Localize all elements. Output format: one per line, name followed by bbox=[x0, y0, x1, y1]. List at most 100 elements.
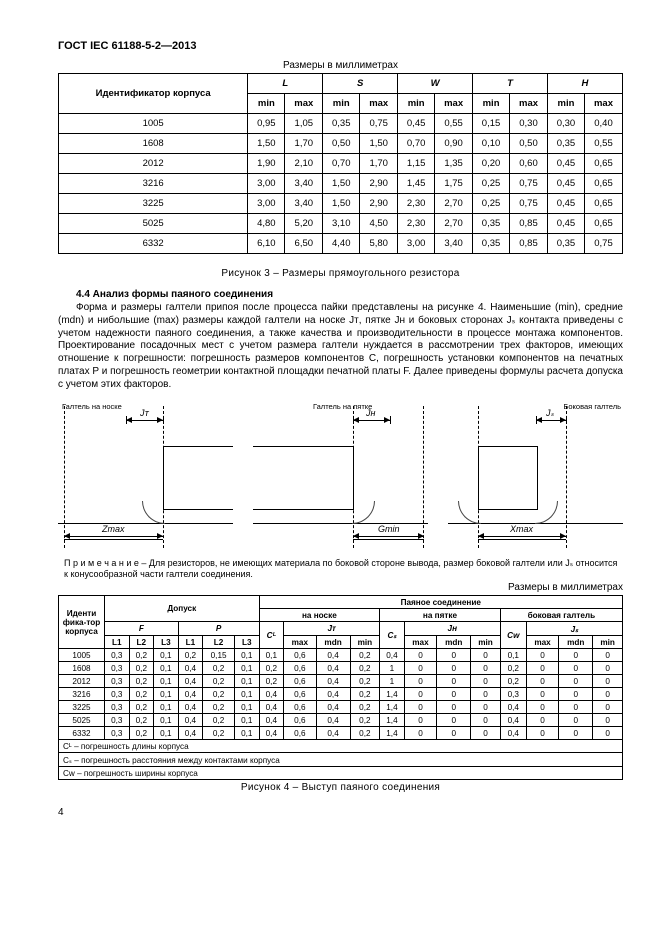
cell-value: 2,30 bbox=[398, 194, 435, 214]
cell-value: 0 bbox=[559, 675, 593, 688]
cell-value: 4,40 bbox=[323, 234, 360, 254]
figure3-caption: Рисунок 3 – Размеры прямоугольного резис… bbox=[58, 268, 623, 279]
cell-value: 0,4 bbox=[178, 662, 203, 675]
th-JS: Jₛ bbox=[526, 622, 622, 636]
label-heel: Галтель на пятке bbox=[313, 402, 372, 411]
cell-value: 0 bbox=[437, 675, 471, 688]
table-row: 16081,501,700,501,500,700,900,100,500,35… bbox=[59, 134, 623, 154]
cell-value: 0,6 bbox=[284, 701, 317, 714]
cell-value: 0,45 bbox=[547, 194, 584, 214]
cell-value: 0,2 bbox=[350, 714, 380, 727]
section-4-4-body: Форма и размеры галтели припоя после про… bbox=[58, 302, 623, 392]
cell-value: 0,2 bbox=[203, 662, 235, 675]
th-min: min bbox=[350, 636, 380, 649]
cell-value: 0,35 bbox=[547, 234, 584, 254]
label-toe: Галтель на носке bbox=[62, 402, 122, 411]
th-min: min bbox=[593, 636, 623, 649]
cell-value: 0 bbox=[526, 662, 559, 675]
th-id: Идентификатор корпуса bbox=[59, 74, 248, 114]
cell-value: 0,4 bbox=[259, 714, 284, 727]
cell-value: 1,4 bbox=[380, 727, 405, 740]
cell-value: 0,3 bbox=[105, 675, 130, 688]
cell-value: 0,1 bbox=[234, 662, 259, 675]
cell-value: 0,15 bbox=[473, 114, 510, 134]
cell-value: 0,35 bbox=[473, 234, 510, 254]
cell-value: 0 bbox=[559, 662, 593, 675]
th-CW: Cᴡ bbox=[500, 622, 526, 649]
cell-value: 3,00 bbox=[248, 174, 285, 194]
cell-value: 0 bbox=[437, 649, 471, 662]
cell-value: 4,50 bbox=[360, 214, 398, 234]
cell-value: 0 bbox=[471, 714, 501, 727]
cell-value: 0 bbox=[593, 727, 623, 740]
cell-value: 0,1 bbox=[154, 675, 179, 688]
cell-value: 0 bbox=[404, 727, 437, 740]
cell-value: 0,1 bbox=[500, 649, 526, 662]
cell-value: 0,50 bbox=[510, 134, 548, 154]
diagram-side: Боковая галтель Jₛ Xmax bbox=[448, 402, 623, 552]
cell-value: 0,1 bbox=[259, 649, 284, 662]
cell-value: 0,1 bbox=[154, 649, 179, 662]
table-row: 63326,106,504,405,803,003,400,350,850,35… bbox=[59, 234, 623, 254]
table-row: 20120,30,20,10,40,20,10,20,60,40,210000,… bbox=[59, 675, 623, 688]
table-row: 32160,30,20,10,40,20,10,40,60,40,21,4000… bbox=[59, 688, 623, 701]
cell-id: 2012 bbox=[59, 675, 105, 688]
cell-value: 0,2 bbox=[129, 688, 154, 701]
cell-value: 1,4 bbox=[380, 688, 405, 701]
document-id: ГОСТ IEC 61188-5-2—2013 bbox=[58, 40, 623, 52]
cell-value: 0,4 bbox=[500, 727, 526, 740]
cell-id: 1608 bbox=[59, 662, 105, 675]
cell-value: 1,50 bbox=[248, 134, 285, 154]
cell-value: 2,10 bbox=[285, 154, 323, 174]
section-4-4-heading: 4.4 Анализ формы паяного соединения bbox=[58, 289, 623, 300]
cell-value: 0,45 bbox=[547, 154, 584, 174]
cell-value: 1,70 bbox=[360, 154, 398, 174]
cell-value: 0 bbox=[526, 675, 559, 688]
th-L1: L1 bbox=[105, 636, 130, 649]
cell-value: 0,4 bbox=[316, 688, 350, 701]
cell-value: 0,2 bbox=[129, 727, 154, 740]
label-xmax: Xmax bbox=[510, 524, 533, 534]
cell-value: 0,75 bbox=[510, 174, 548, 194]
cell-value: 1,45 bbox=[398, 174, 435, 194]
th-L3: L3 bbox=[234, 636, 259, 649]
cell-value: 0,4 bbox=[259, 727, 284, 740]
th-S: S bbox=[323, 74, 398, 94]
cell-value: 3,00 bbox=[398, 234, 435, 254]
cell-value: 0,3 bbox=[105, 688, 130, 701]
cell-value: 2,30 bbox=[398, 214, 435, 234]
cell-value: 0,4 bbox=[316, 662, 350, 675]
cell-value: 0,2 bbox=[178, 649, 203, 662]
label-jh: Jʜ bbox=[366, 408, 375, 418]
cell-value: 0,4 bbox=[500, 701, 526, 714]
cell-value: 0,65 bbox=[584, 214, 622, 234]
th-max: max bbox=[284, 636, 317, 649]
cell-value: 0 bbox=[526, 714, 559, 727]
cell-id: 5025 bbox=[59, 714, 105, 727]
cell-value: 0,3 bbox=[105, 662, 130, 675]
cell-value: 0,2 bbox=[203, 727, 235, 740]
cell-value: 3,00 bbox=[248, 194, 285, 214]
table-row: 10050,951,050,350,750,450,550,150,300,30… bbox=[59, 114, 623, 134]
th-L: L bbox=[248, 74, 323, 94]
cell-value: 0,1 bbox=[234, 688, 259, 701]
cell-id: 3216 bbox=[59, 174, 248, 194]
cell-value: 0 bbox=[526, 727, 559, 740]
cell-value: 0,3 bbox=[500, 688, 526, 701]
th-JH: Jʜ bbox=[404, 622, 500, 636]
table-tolerances: Иденти фика-тор корпуса Допуск Паяное со… bbox=[58, 595, 623, 780]
cell-value: 0,4 bbox=[316, 714, 350, 727]
cell-value: 0,1 bbox=[154, 701, 179, 714]
cell-value: 0,1 bbox=[154, 727, 179, 740]
cell-value: 0,75 bbox=[360, 114, 398, 134]
th-JT: Jᴛ bbox=[284, 622, 380, 636]
page-number: 4 bbox=[58, 807, 623, 818]
table-row: 16080,30,20,10,40,20,10,20,60,40,210000,… bbox=[59, 662, 623, 675]
cell-value: 0,4 bbox=[178, 688, 203, 701]
th-toe: на носке bbox=[259, 609, 380, 622]
cell-value: 0,2 bbox=[203, 701, 235, 714]
cell-value: 0,3 bbox=[105, 727, 130, 740]
cell-value: 0,85 bbox=[510, 214, 548, 234]
cell-value: 0,1 bbox=[154, 662, 179, 675]
cell-value: 0,2 bbox=[129, 675, 154, 688]
